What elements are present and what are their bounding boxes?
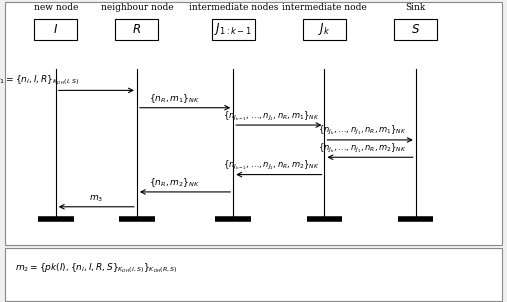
FancyBboxPatch shape [394,19,437,40]
Text: $\{n_{J_{k-1}}, \ldots, n_{J_1}, n_R, m_1\}_{NK}$: $\{n_{J_{k-1}}, \ldots, n_{J_1}, n_R, m_… [223,109,319,123]
Text: $J_k$: $J_k$ [318,21,331,37]
Text: $\{n_{J_k}, \ldots, n_{J_1}, n_R, m_2\}_{NK}$: $\{n_{J_k}, \ldots, n_{J_1}, n_R, m_2\}_… [318,142,407,155]
Text: Sink: Sink [406,3,426,12]
FancyBboxPatch shape [5,2,502,245]
Text: neighbour node: neighbour node [100,3,173,12]
Text: $\{n_{J_k}, \ldots, n_{J_1}, n_R, m_1\}_{NK}$: $\{n_{J_k}, \ldots, n_{J_1}, n_R, m_1\}_… [318,124,407,137]
Text: intermediate node: intermediate node [282,3,367,12]
Text: $\{n_R, m_2\}_{NK}$: $\{n_R, m_2\}_{NK}$ [150,177,200,189]
Text: $\mathit{R}$: $\mathit{R}$ [132,23,141,36]
Text: $m_1 = \{n_I, I, R\}_{K_{DH}(I,S)}$: $m_1 = \{n_I, I, R\}_{K_{DH}(I,S)}$ [0,74,80,87]
FancyBboxPatch shape [212,19,255,40]
Text: $m_2 = \{pk(I), \{n_I, I, R, S\}_{K_{DH}(I,S)}\}_{K_{DH}(R,S)}$: $m_2 = \{pk(I), \{n_I, I, R, S\}_{K_{DH}… [15,261,178,275]
Text: $\{n_R, m_1\}_{NK}$: $\{n_R, m_1\}_{NK}$ [150,92,200,105]
Text: $J_{1:k-1}$: $J_{1:k-1}$ [214,21,252,37]
FancyBboxPatch shape [34,19,78,40]
Text: $\mathit{S}$: $\mathit{S}$ [411,23,420,36]
Text: new node: new node [33,3,78,12]
Text: $\mathit{I}$: $\mathit{I}$ [53,23,58,36]
FancyBboxPatch shape [303,19,346,40]
FancyBboxPatch shape [116,19,158,40]
Text: intermediate nodes: intermediate nodes [189,3,278,12]
Text: $m_3$: $m_3$ [89,194,103,204]
Text: $\{n_{J_{k-1}}, \ldots, n_{J_1}, n_R, m_2\}_{NK}$: $\{n_{J_{k-1}}, \ldots, n_{J_1}, n_R, m_… [223,159,319,172]
FancyBboxPatch shape [5,248,502,301]
